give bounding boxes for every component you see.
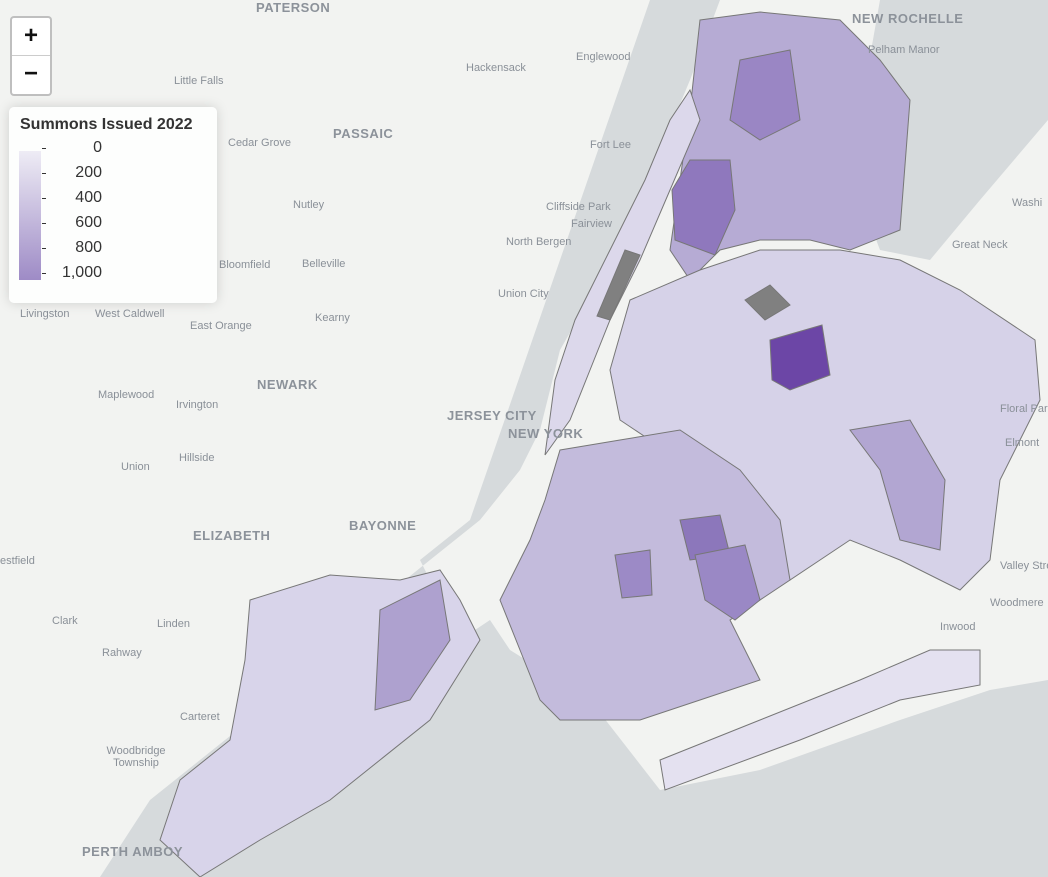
place-label: Carteret	[180, 711, 220, 723]
place-label: Bloomfield	[219, 259, 271, 271]
zoom-in-button[interactable]: +	[12, 18, 50, 56]
place-label: Great Neck	[952, 239, 1008, 251]
staten-island-high[interactable]	[374, 579, 451, 711]
place-label: Union City	[498, 288, 549, 300]
place-label: Floral Park	[1000, 403, 1048, 415]
brooklyn-mid[interactable]	[614, 549, 653, 599]
place-label: Elmont	[1005, 437, 1040, 449]
place-label: Livingston	[20, 308, 70, 320]
legend-tick: 1,000	[42, 264, 102, 282]
place-label: Belleville	[302, 258, 346, 270]
place-label: West Caldwell	[95, 308, 165, 320]
legend: Summons Issued 2022 0 200 400 600 800 1,…	[9, 107, 217, 303]
place-label: Fairview	[571, 218, 612, 230]
zoom-out-button[interactable]: −	[23, 60, 38, 87]
zoom-control: + −	[10, 16, 52, 96]
place-label: Nutley	[293, 199, 325, 211]
place-label: Cliffside Park	[546, 201, 611, 213]
place-label: Hackensack	[466, 62, 526, 74]
legend-tick: 400	[42, 189, 102, 207]
place-label: JERSEY CITY	[447, 408, 537, 423]
place-label: Cedar Grove	[228, 137, 291, 149]
bronx-north[interactable]	[729, 49, 801, 141]
no-data-park	[744, 284, 791, 321]
place-label: Clark	[52, 615, 78, 627]
legend-tick: 0	[42, 139, 102, 157]
place-label: Irvington	[176, 399, 219, 411]
place-label: Little Falls	[174, 75, 224, 87]
place-label: PERTH AMBOY	[82, 844, 184, 859]
rockaways[interactable]	[659, 649, 981, 791]
place-label: PATERSON	[256, 0, 331, 15]
place-label: East Orange	[190, 320, 252, 332]
brooklyn-high-2[interactable]	[694, 544, 761, 621]
legend-tick: 600	[42, 214, 102, 232]
place-label: North Bergen	[506, 236, 572, 248]
place-label: Inwood	[940, 621, 976, 633]
legend-title: Summons Issued 2022	[20, 116, 193, 133]
place-label: Woodbridge Township	[106, 745, 166, 769]
place-label: NEWARK	[257, 377, 318, 392]
place-label: Valley Stream	[1000, 560, 1048, 572]
place-label: Washi	[1012, 197, 1043, 209]
queens-east[interactable]	[849, 419, 946, 551]
place-label: Union	[121, 461, 150, 473]
place-label: NEW YORK	[508, 426, 584, 441]
place-label: NEW ROCHELLE	[852, 11, 964, 26]
place-label: Maplewood	[98, 389, 155, 401]
place-label: ELIZABETH	[193, 528, 271, 543]
legend-tick: 800	[42, 239, 102, 257]
place-label: Fort Lee	[590, 139, 631, 151]
place-label: PASSAIC	[333, 126, 394, 141]
place-label: Linden	[157, 618, 191, 630]
place-label: Englewood	[576, 51, 631, 63]
place-label: Hillside	[179, 452, 215, 464]
place-label: Kearny	[315, 312, 350, 324]
queens-high[interactable]	[769, 324, 831, 391]
legend-color-scale	[19, 151, 41, 280]
bronx-high[interactable]	[671, 159, 736, 256]
place-label: BAYONNE	[349, 518, 417, 533]
place-label: Woodmere	[990, 597, 1044, 609]
legend-tick: 200	[42, 164, 102, 182]
central-park	[596, 249, 641, 321]
place-label: Rahway	[102, 647, 142, 659]
place-label: estfield	[0, 555, 35, 567]
place-label: Pelham Manor	[868, 44, 940, 56]
